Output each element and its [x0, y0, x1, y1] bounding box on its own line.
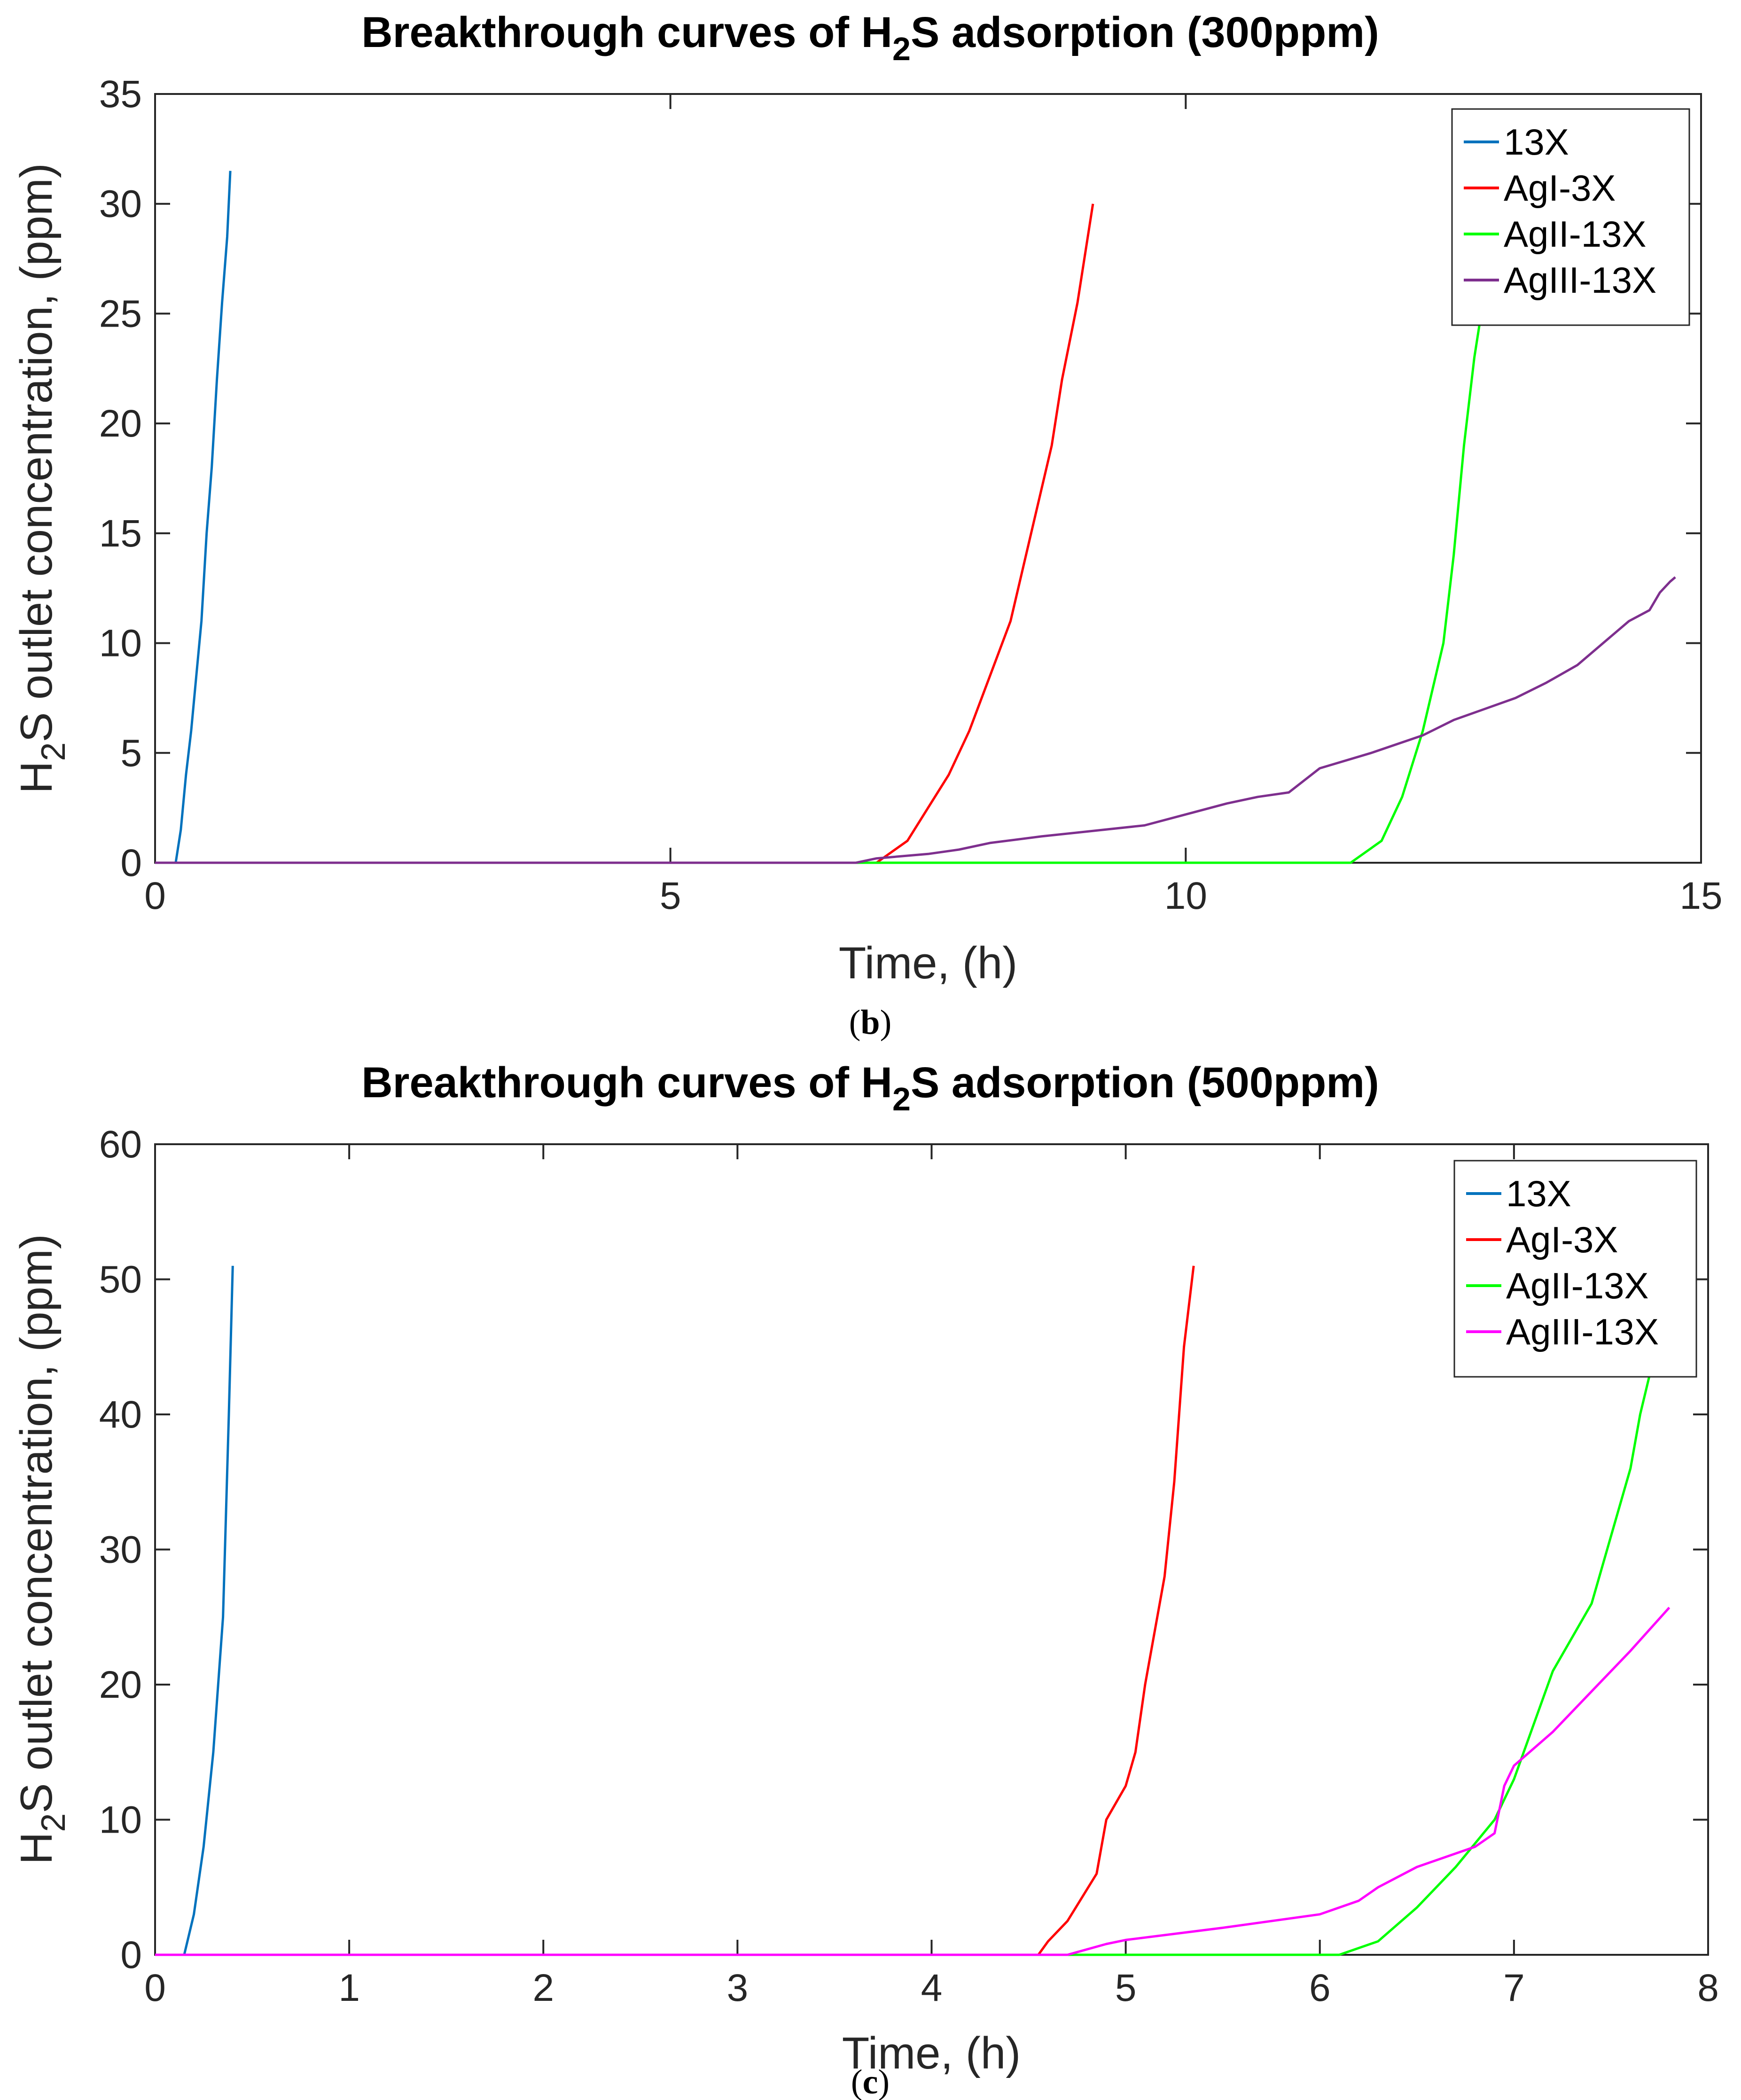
chart-panel-500ppm: Breakthrough curves of H2S adsorption (5… — [11, 1059, 1719, 2100]
plot-area — [154, 1143, 1709, 1956]
legend-label: AgIII-13X — [1506, 1311, 1659, 1352]
y-tick-label: 50 — [99, 1258, 142, 1301]
y-tick-label: 10 — [99, 622, 142, 665]
x-tick-label: 8 — [1697, 1967, 1719, 2009]
legend-label: AgII-13X — [1506, 1265, 1649, 1306]
y-tick-label: 0 — [120, 1934, 142, 1976]
series-line-13x — [155, 1265, 234, 1956]
y-tick-label: 5 — [120, 732, 142, 774]
y-tick-label: 0 — [120, 842, 142, 884]
legend-label: AgII-13X — [1504, 213, 1647, 255]
x-tick-label: 1 — [338, 1967, 360, 2009]
x-axis-label: Time, (h) — [842, 2028, 1021, 2078]
legend-label: AgI-3X — [1504, 167, 1616, 209]
series-line-agi-3x — [155, 203, 1094, 864]
y-tick-label: 35 — [99, 73, 142, 116]
chart-title: Breakthrough curves of H2S adsorption (5… — [361, 1059, 1379, 1117]
legend-label: 13X — [1506, 1173, 1571, 1214]
legend-box — [1453, 1160, 1697, 1378]
x-tick-label: 4 — [921, 1967, 943, 2009]
series-line-13x — [155, 171, 232, 864]
legend-label: AgIII-13X — [1504, 259, 1656, 301]
y-tick-label: 20 — [99, 402, 142, 445]
panel-caption: (c) — [851, 2063, 890, 2100]
legend-box — [1451, 108, 1690, 326]
legend-label: AgI-3X — [1506, 1219, 1618, 1260]
plot-area — [154, 93, 1702, 864]
series-line-agiii-13x — [155, 1607, 1671, 1956]
x-tick-label: 7 — [1503, 1967, 1525, 2009]
chart-panel-300ppm: Breakthrough curves of H2S adsorption (3… — [11, 8, 1723, 1042]
y-tick-label: 20 — [99, 1663, 142, 1706]
x-tick-label: 15 — [1679, 874, 1722, 917]
y-axis-label: H2S outlet concentration, (ppm) — [11, 1234, 72, 1865]
x-tick-label: 5 — [1115, 1967, 1137, 2009]
y-tick-label: 25 — [99, 292, 142, 335]
y-tick-label: 30 — [99, 1529, 142, 1571]
y-tick-label: 30 — [99, 183, 142, 226]
x-axis-label: Time, (h) — [839, 938, 1017, 988]
series-line-agii-13x — [155, 291, 1486, 864]
y-axis-label: H2S outlet concentration, (ppm) — [11, 163, 72, 794]
y-tick-label: 10 — [99, 1799, 142, 1842]
y-tick-label: 60 — [99, 1123, 142, 1166]
x-tick-label: 10 — [1164, 874, 1207, 917]
legend: 13X AgI-3X AgII-13X AgIII-13X — [1453, 1160, 1697, 1378]
x-tick-label: 0 — [144, 1967, 166, 2009]
chart-title: Breakthrough curves of H2S adsorption (3… — [361, 8, 1379, 67]
x-tick-label: 0 — [144, 874, 166, 917]
tick-group: 0 5 10 15 0 5 10 15 20 25 30 35 — [99, 73, 1723, 917]
x-tick-label: 3 — [727, 1967, 749, 2009]
x-tick-label: 5 — [660, 874, 681, 917]
tick-group: 0 1 2 3 4 5 6 7 8 0 10 20 30 40 50 60 — [99, 1123, 1719, 2009]
series-line-agi-3x — [155, 1265, 1195, 1956]
panel-caption: (b) — [849, 1003, 891, 1042]
x-tick-label: 2 — [532, 1967, 554, 2009]
legend-label: 13X — [1504, 121, 1569, 163]
y-tick-label: 40 — [99, 1393, 142, 1436]
series-line-agii-13x — [155, 1374, 1651, 1956]
x-tick-label: 6 — [1309, 1967, 1331, 2009]
series-line-agiii-13x — [155, 576, 1676, 864]
series-group — [155, 171, 1676, 864]
series-group — [155, 1265, 1671, 1956]
y-tick-label: 15 — [99, 512, 142, 555]
